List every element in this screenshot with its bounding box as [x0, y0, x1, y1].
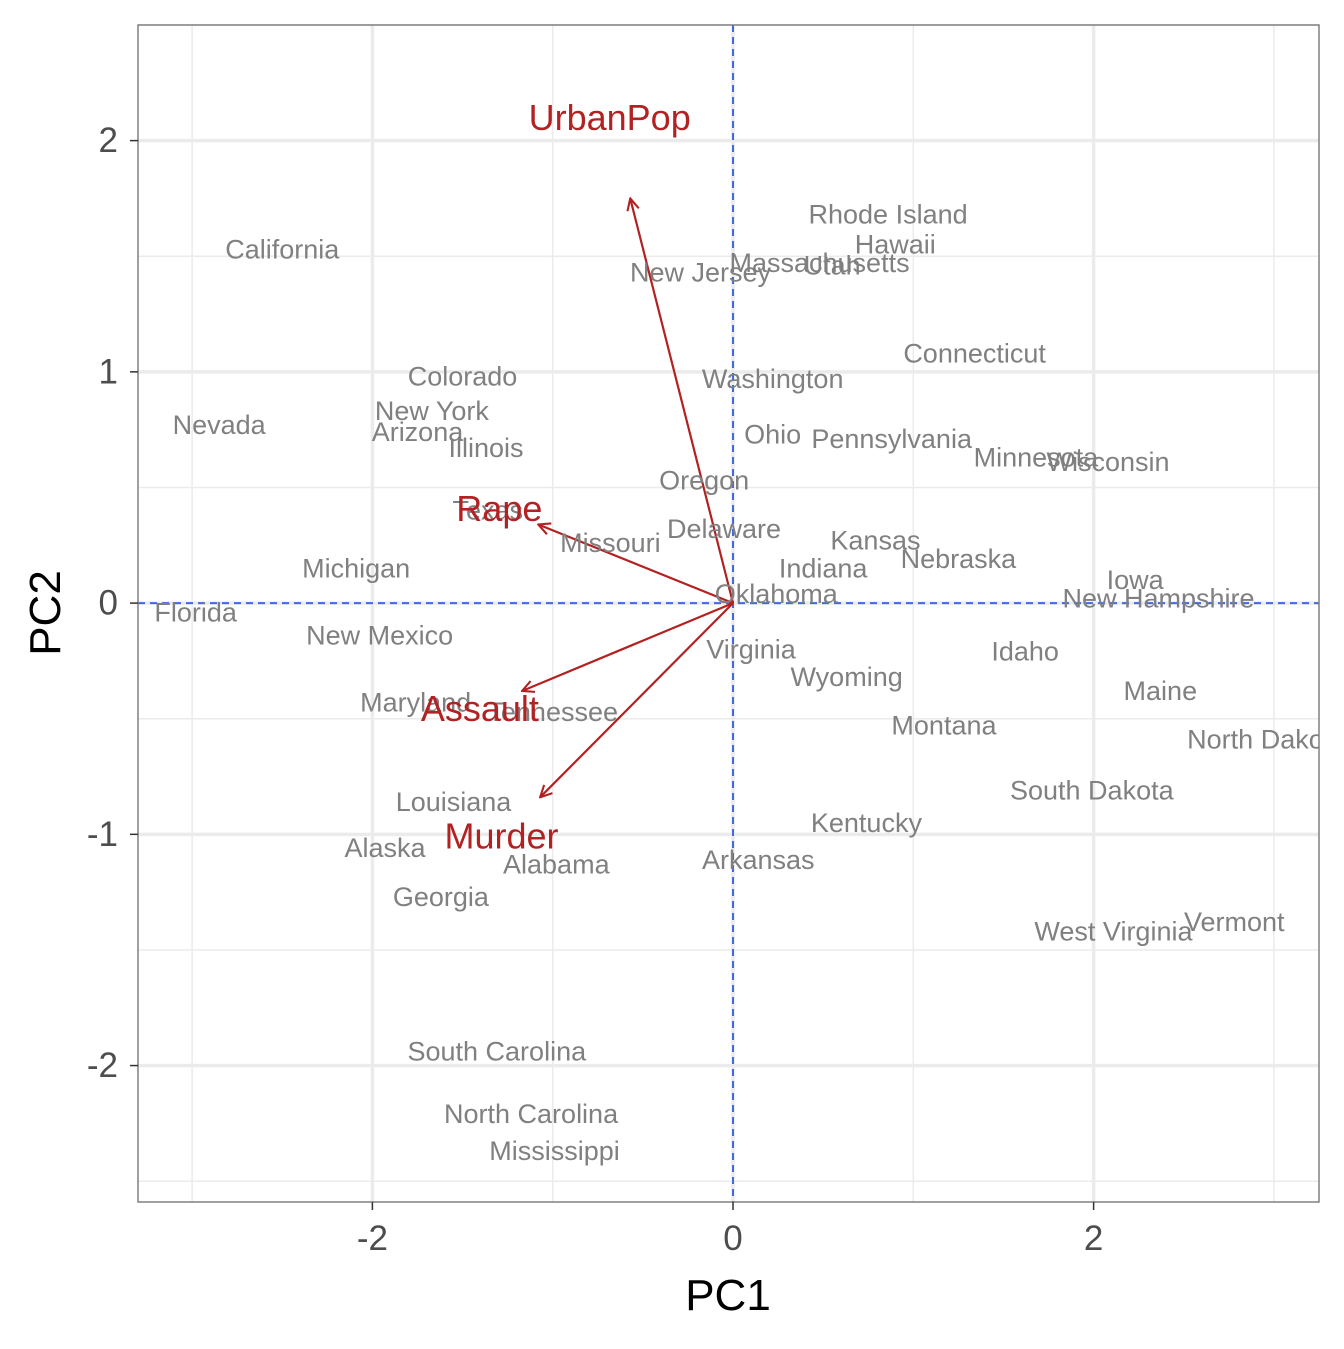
- y-axis-title: PC2: [21, 570, 70, 656]
- y-tick-label: -1: [87, 815, 118, 854]
- loading-arrow-rape: [538, 524, 734, 605]
- x-tick-label: 2: [1084, 1219, 1103, 1258]
- point-label-rhode-island: Rhode Island: [809, 200, 968, 230]
- point-label-hawaii: Hawaii: [855, 230, 936, 260]
- point-label-maine: Maine: [1124, 676, 1198, 706]
- point-label-minnesota: Minnesota: [974, 442, 1100, 472]
- loading-label-murder: Murder: [444, 816, 558, 857]
- point-label-iowa: Iowa: [1107, 565, 1165, 595]
- x-axis-title: PC1: [685, 1271, 771, 1320]
- point-label-north-dakota: North Dakota: [1187, 725, 1344, 755]
- loading-label-rape: Rape: [456, 488, 542, 529]
- point-label-california: California: [225, 234, 340, 264]
- point-label-oregon: Oregon: [659, 466, 749, 496]
- point-label-mississippi: Mississippi: [489, 1136, 620, 1166]
- reference-lines: [138, 25, 1319, 1202]
- point-label-arizona: Arizona: [372, 417, 465, 447]
- point-labels: Alabama Alaska Arizona Arkansas California Co…: [154, 200, 1344, 1167]
- loading-arrow-murder: [540, 602, 734, 797]
- point-label-delaware: Delaware: [667, 514, 781, 544]
- point-label-indiana: Indiana: [779, 553, 869, 583]
- point-label-new-hampshire: New Hampshire: [1062, 583, 1254, 613]
- x-tick-label: 0: [723, 1219, 742, 1258]
- point-label-west-virginia: West Virginia: [1034, 916, 1193, 946]
- point-label-kentucky: Kentucky: [811, 808, 923, 838]
- point-label-utah: Utah: [804, 250, 861, 280]
- y-tick-label: 2: [99, 121, 118, 160]
- point-label-tennessee: Tennessee: [487, 697, 618, 727]
- point-label-missouri: Missouri: [560, 528, 661, 558]
- point-label-washington: Washington: [702, 364, 844, 394]
- point-label-maryland: Maryland: [360, 688, 471, 718]
- loading-arrows: [522, 198, 735, 797]
- point-label-vermont: Vermont: [1184, 907, 1285, 937]
- point-label-connecticut: Connecticut: [903, 338, 1046, 368]
- point-label-georgia: Georgia: [393, 882, 490, 912]
- point-label-oklahoma: Oklahoma: [715, 579, 839, 609]
- loading-arrow-assault: [522, 602, 734, 691]
- point-label-north-carolina: North Carolina: [444, 1099, 619, 1129]
- point-label-pennsylvania: Pennsylvania: [811, 424, 973, 454]
- point-label-new-mexico: New Mexico: [306, 620, 453, 650]
- loading-label-assault: Assault: [421, 688, 539, 729]
- x-tick-label: -2: [357, 1219, 388, 1258]
- point-label-nebraska: Nebraska: [901, 544, 1018, 574]
- point-label-virginia: Virginia: [706, 634, 797, 664]
- point-label-wisconsin: Wisconsin: [1047, 447, 1170, 477]
- point-label-montana: Montana: [891, 711, 997, 741]
- point-label-louisiana: Louisiana: [396, 787, 513, 817]
- point-label-idaho: Idaho: [991, 637, 1059, 667]
- y-tick-label: -2: [87, 1046, 118, 1085]
- point-label-kansas: Kansas: [830, 526, 920, 556]
- point-label-wyoming: Wyoming: [790, 662, 902, 692]
- grid-lines: [138, 24, 1319, 1202]
- point-label-ohio: Ohio: [744, 419, 801, 449]
- panel-border: [137, 24, 1320, 1203]
- point-label-south-dakota: South Dakota: [1010, 775, 1175, 805]
- loading-arrow-urbanpop: [630, 198, 735, 604]
- point-label-texas: Texas: [453, 496, 524, 526]
- point-label-arkansas: Arkansas: [702, 845, 815, 875]
- point-label-new-york: New York: [375, 396, 490, 426]
- point-label-colorado: Colorado: [408, 361, 518, 391]
- point-label-nevada: Nevada: [173, 410, 267, 440]
- y-tick-label: 1: [99, 352, 118, 391]
- point-label-michigan: Michigan: [302, 553, 410, 583]
- point-label-new-jersey: New Jersey: [630, 257, 772, 287]
- loading-labels: Murder Assault UrbanPop Rape: [421, 97, 691, 857]
- loading-label-urbanpop: UrbanPop: [529, 97, 691, 138]
- point-label-south-carolina: South Carolina: [407, 1037, 587, 1067]
- point-label-massachusetts: Massachusetts: [730, 248, 910, 278]
- y-tick-label: 0: [99, 584, 118, 623]
- point-label-alaska: Alaska: [344, 833, 426, 863]
- point-label-florida: Florida: [154, 597, 238, 627]
- point-label-alabama: Alabama: [503, 849, 611, 879]
- axes: -2 0 2 -2 -1 0 1 2: [87, 121, 1103, 1258]
- point-label-illinois: Illinois: [448, 433, 523, 463]
